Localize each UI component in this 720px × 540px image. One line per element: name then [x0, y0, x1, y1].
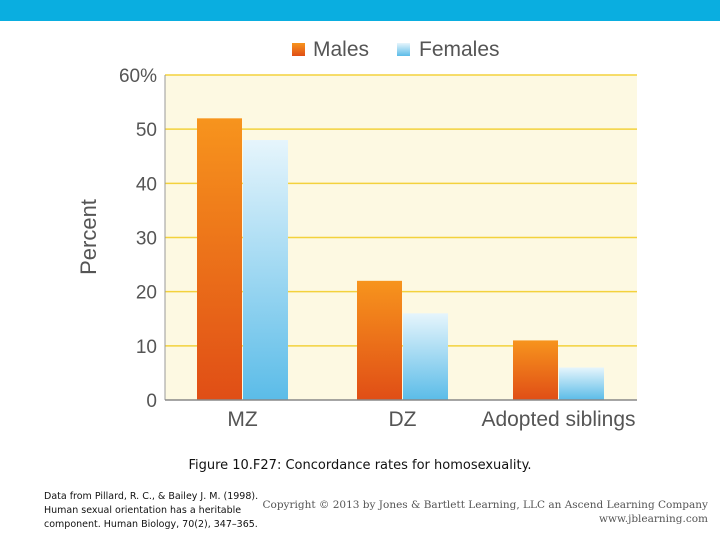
copyright-line-2: www.jblearning.com — [599, 513, 708, 525]
y-tick-labels: 0 10 20 30 40 50 60% — [119, 66, 157, 412]
copyright-line-1: Copyright © 2013 by Jones & Bartlett Lea… — [262, 499, 708, 511]
y-tick-label: 30 — [136, 229, 157, 250]
figure-caption: Figure 10.F27: Concordance rates for hom… — [188, 458, 532, 473]
x-category-label: DZ — [389, 408, 417, 431]
x-category-label: MZ — [227, 408, 257, 431]
bar-females — [559, 367, 604, 400]
y-tick-label: 10 — [136, 337, 157, 358]
bar-males — [513, 340, 558, 400]
legend-swatch-females — [397, 43, 410, 56]
y-tick-label: 0 — [146, 391, 157, 412]
legend: Males Females — [292, 38, 500, 61]
bar-females — [243, 140, 288, 400]
bar-females — [403, 313, 448, 400]
source-line-1: Data from Pillard, R. C., & Bailey J. M.… — [44, 491, 259, 502]
source-citation: Data from Pillard, R. C., & Bailey J. M.… — [44, 490, 284, 532]
axes — [164, 75, 637, 401]
bar-males — [197, 118, 242, 400]
y-tick-label: 20 — [136, 283, 157, 304]
top-accent-bar — [0, 0, 720, 21]
source-line-3: component. Human Biology, 70(2), 347–365… — [44, 519, 258, 530]
source-line-2: Human sexual orientation has a heritable — [44, 505, 242, 516]
legend-swatch-males — [292, 43, 305, 56]
y-tick-label: 60% — [119, 66, 157, 87]
legend-label-males: Males — [313, 38, 369, 61]
category-labels: MZ DZ Adopted siblings — [227, 408, 635, 431]
y-axis-label: Percent — [76, 199, 101, 275]
bar-chart: 0 10 20 30 40 50 60% MZ DZ Adopted siblings Perc… — [76, 38, 637, 431]
y-tick-label: 50 — [136, 120, 157, 141]
copyright-notice: Copyright © 2013 by Jones & Bartlett Lea… — [262, 498, 708, 526]
legend-label-females: Females — [419, 38, 500, 61]
bar-males — [357, 280, 402, 400]
x-category-label: Adopted siblings — [481, 408, 635, 431]
y-tick-label: 40 — [136, 174, 157, 195]
bars — [197, 118, 604, 400]
